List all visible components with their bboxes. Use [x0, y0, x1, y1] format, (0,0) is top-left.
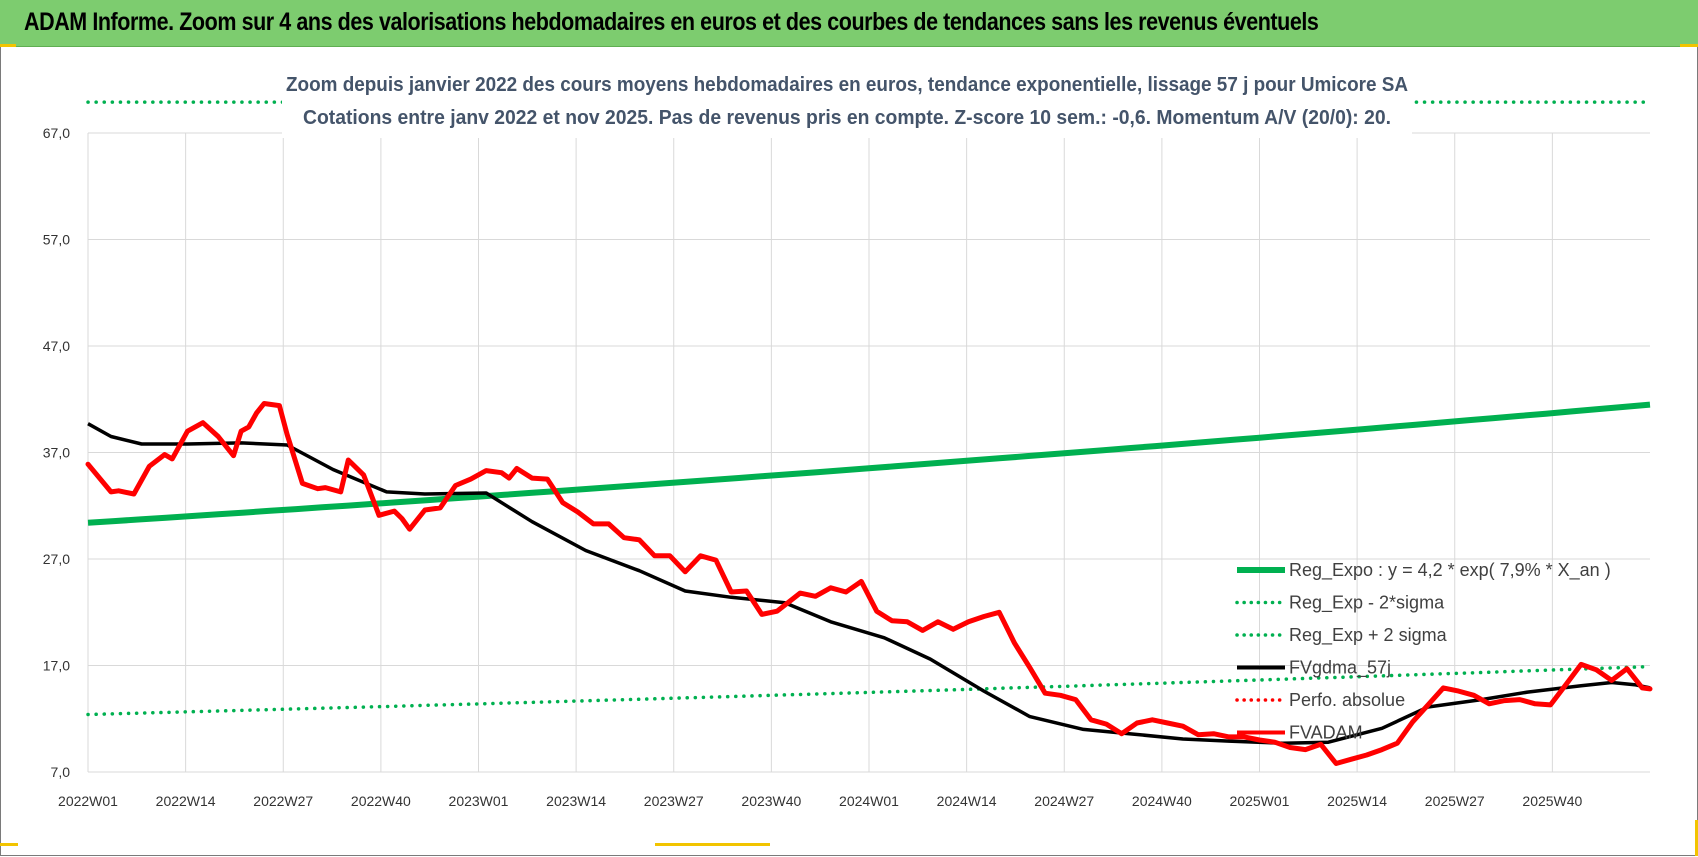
x-tick-label: 2025W14: [1327, 793, 1387, 809]
legend-label: Perfo. absolue: [1289, 690, 1405, 710]
subtitle: Zoom depuis janvier 2022 des cours moyen…: [282, 64, 1412, 138]
subtitle-background: [282, 64, 1412, 138]
x-tick-label: 2022W14: [156, 793, 216, 809]
corner-marker-right-bottom: [1695, 820, 1698, 856]
legend-label: FVADAM: [1289, 723, 1363, 743]
y-tick-label: 17,0: [43, 658, 70, 674]
corner-marker-top-right: [1680, 44, 1698, 47]
x-tick-label: 2022W01: [58, 793, 118, 809]
y-axis: 7,0 17,0 27,0 37,0 47,0 57,0 67,0: [43, 125, 70, 780]
legend-label: Reg_Exp - 2*sigma: [1289, 593, 1445, 614]
banner-title: ADAM Informe. Zoom sur 4 ans des valoris…: [24, 8, 1319, 36]
x-tick-label: 2024W01: [839, 793, 899, 809]
x-tick-label: 2023W27: [644, 793, 704, 809]
y-tick-label: 7,0: [51, 764, 71, 780]
corner-marker-top-left: [0, 44, 16, 47]
grid-layer: [87, 132, 1650, 773]
legend-label: Reg_Expo : y = 4,2 * exp( 7,9% * X_an ): [1289, 560, 1611, 581]
series-fvadam: [85, 401, 1653, 766]
y-tick-label: 47,0: [43, 338, 70, 354]
series-reg-expo: [87, 401, 1651, 526]
x-tick-label: 2022W27: [253, 793, 313, 809]
legend-label: Reg_Exp + 2 sigma: [1289, 625, 1448, 646]
corner-marker-bottom-center: [655, 843, 770, 846]
legend-label: FVgdma_57j: [1289, 658, 1391, 679]
x-tick-label: 2023W01: [449, 793, 509, 809]
corner-marker-bottom-left: [0, 843, 18, 846]
y-tick-label: 27,0: [43, 551, 70, 567]
y-tick-label: 57,0: [43, 232, 70, 248]
x-tick-label: 2024W40: [1132, 793, 1192, 809]
x-tick-label: 2023W14: [546, 793, 606, 809]
title-banner: ADAM Informe. Zoom sur 4 ans des valoris…: [0, 0, 1698, 47]
x-tick-label: 2022W40: [351, 793, 411, 809]
x-tick-label: 2025W40: [1522, 793, 1582, 809]
x-tick-label: 2024W27: [1034, 793, 1094, 809]
x-tick-label: 2025W01: [1230, 793, 1290, 809]
x-axis: 2022W01 2022W14 2022W27 2022W40 2023W01 2023W…: [58, 793, 1583, 809]
series-reg-exp-minus-2-sigma: [86, 664, 1652, 717]
subtitle-line-1: Zoom depuis janvier 2022 des cours moyen…: [286, 74, 1408, 96]
subtitle-line-2: Cotations entre janv 2022 et nov 2025. P…: [303, 107, 1391, 129]
legend: Reg_Expo : y = 4,2 * exp( 7,9% * X_an ) R…: [1235, 560, 1611, 743]
y-tick-label: 37,0: [43, 445, 70, 461]
x-tick-label: 2023W40: [741, 793, 801, 809]
series-fvgdma-57j: [87, 422, 1651, 745]
x-tick-label: 2024W14: [937, 793, 997, 809]
y-tick-label: 67,0: [43, 125, 70, 141]
x-tick-label: 2025W27: [1425, 793, 1485, 809]
